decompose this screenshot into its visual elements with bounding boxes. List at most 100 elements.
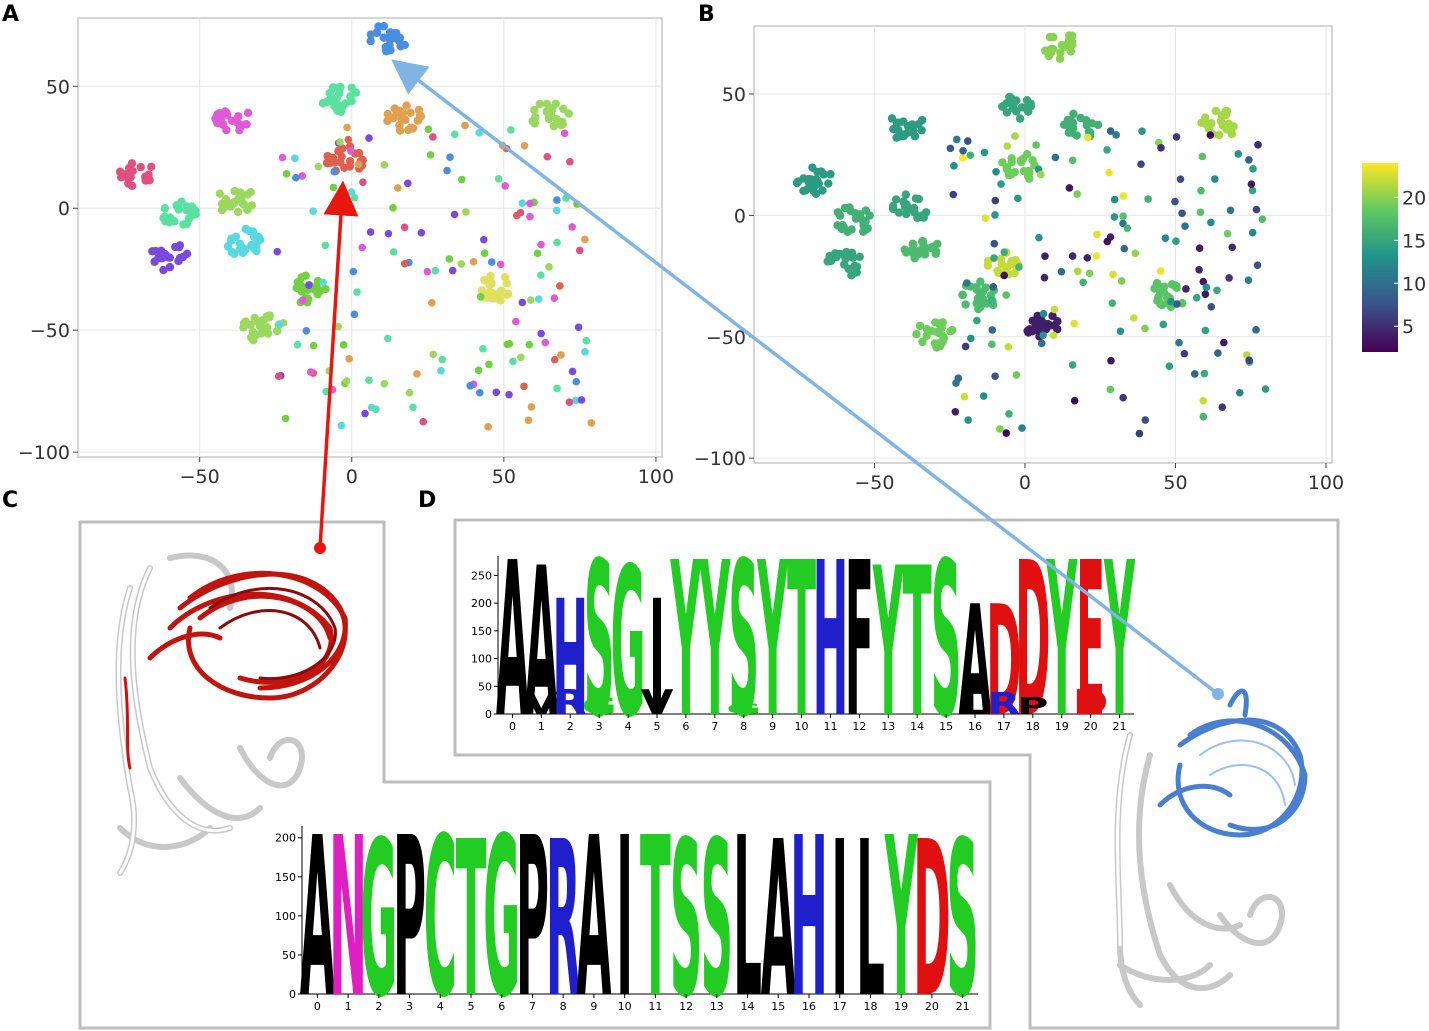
scatter-b-point: [1218, 403, 1227, 412]
scatter-a-point: [492, 388, 501, 397]
scatter-b-point: [1068, 252, 1077, 260]
scatter-a-point: [339, 341, 348, 349]
scatter-a-point: [466, 382, 475, 390]
scatter-b-point: [958, 290, 967, 300]
scatter-a-point: [406, 108, 415, 118]
scatter-a-point: [334, 322, 343, 331]
scatter-a-point: [366, 30, 376, 39]
scatter-b-point: [799, 186, 808, 196]
logo-d-secondary-letter: L: [961, 686, 988, 721]
logo-c-xtick-label: 8: [560, 1000, 567, 1013]
scatter-a-point: [361, 409, 369, 418]
logo-d-xtick-label: 6: [682, 720, 689, 733]
scatter-b-point: [1049, 32, 1058, 42]
scatter-a-point: [475, 388, 484, 397]
scatter-b-point: [1079, 278, 1087, 287]
scatter-b-point: [1016, 156, 1025, 165]
logo-d-ytick-label: 100: [471, 653, 492, 666]
scatter-a-point: [374, 22, 383, 31]
scatter-a-point: [236, 188, 245, 197]
scatter-b-point: [865, 211, 874, 220]
scatter-a-point: [367, 403, 376, 412]
scatter-a-point: [264, 313, 274, 322]
logo-c-letter: A: [576, 818, 611, 1018]
scatter-b-point: [950, 162, 958, 170]
scatter-b-point: [1048, 311, 1057, 321]
scatter-b-point: [1073, 190, 1081, 198]
scatter-a-point: [335, 83, 344, 92]
red-arrow-dot: [314, 542, 326, 554]
frame-c: [78, 520, 992, 1030]
scatter-b-point: [979, 392, 988, 400]
scatter-a-point: [400, 259, 409, 268]
scatter-b-point: [1070, 319, 1078, 328]
scatter-a-point: [409, 403, 417, 412]
scatter-b-point: [932, 327, 941, 337]
logo-d-letter: Y: [1046, 548, 1078, 738]
scatter-a-point: [349, 267, 358, 276]
logo-d-secondary-letter: G: [726, 700, 761, 718]
scatter-a-point: [235, 239, 245, 249]
scatter-a-point: [246, 320, 255, 330]
scatter-b-point: [1215, 130, 1224, 140]
scatter-a-point: [527, 403, 536, 411]
scatter-b-point: [1244, 276, 1253, 285]
scatter-b-point: [859, 221, 868, 230]
scatter-a-point: [215, 189, 225, 198]
scatter-b-point: [990, 254, 998, 262]
scatter-b-point: [1247, 180, 1256, 188]
blue-arrow-dot: [1212, 688, 1224, 700]
scatter-b-point: [1112, 131, 1120, 139]
scatter-b-point: [1261, 385, 1270, 393]
scatter-b-point: [919, 240, 928, 249]
scatter-b-point: [1050, 305, 1059, 314]
scatter-b-point: [1005, 410, 1013, 418]
scatter-b-point: [1106, 127, 1115, 135]
scatter-a-xtick-label: 100: [638, 466, 674, 488]
scatter-b-point: [909, 203, 919, 213]
scatter-b-point: [934, 339, 944, 348]
scatter-b-point: [833, 221, 842, 230]
scatter-a-point: [507, 126, 515, 134]
scatter-b-point: [1093, 230, 1101, 239]
scatter-b-point: [850, 261, 859, 271]
scatter-a-point: [400, 223, 409, 232]
logo-c-ytick-label: 100: [275, 910, 296, 923]
scatter-a-point: [516, 208, 525, 217]
scatter-a-point: [344, 135, 353, 144]
scatter-b-point: [1192, 293, 1201, 302]
scatter-a-point: [175, 253, 185, 263]
scatter-a-point: [309, 207, 317, 215]
scatter-b-point: [1035, 233, 1043, 242]
scatter-b-point: [818, 186, 827, 195]
scatter-a-point: [501, 182, 509, 190]
scatter-b-point: [1182, 285, 1190, 293]
scatter-b-point: [1228, 243, 1237, 252]
scatter-a-point: [221, 195, 231, 204]
scatter-a-point: [385, 40, 394, 50]
scatter-b-point: [1138, 127, 1146, 135]
scatter-a-point: [332, 93, 341, 102]
scatter-b-point: [804, 174, 814, 184]
scatter-b-point: [983, 256, 993, 266]
scatter-b-point: [1120, 244, 1129, 253]
logo-c-xtick-label: 4: [437, 1000, 444, 1013]
scatter-b-point: [1056, 48, 1065, 57]
scatter-b-point: [951, 407, 960, 416]
scatter-b-point: [1144, 195, 1152, 203]
scatter-a-point: [457, 260, 466, 268]
scatter-b-point: [1064, 35, 1074, 45]
scatter-a-point: [518, 298, 527, 307]
logo-d-ytick-label: 150: [471, 625, 492, 638]
logo-c-xtick-label: 21: [956, 1000, 970, 1013]
logo-c-letter: R: [546, 818, 581, 1018]
scatter-b-point: [1213, 286, 1221, 295]
scatter-b-point: [1057, 267, 1066, 276]
scatter-a-point: [159, 265, 168, 275]
scatter-a-point: [429, 350, 437, 359]
scatter-b-point: [1069, 109, 1078, 119]
logo-c-xtick-label: 7: [529, 1000, 536, 1013]
scatter-a-point: [252, 240, 261, 250]
scatter-b-point: [1015, 263, 1023, 271]
